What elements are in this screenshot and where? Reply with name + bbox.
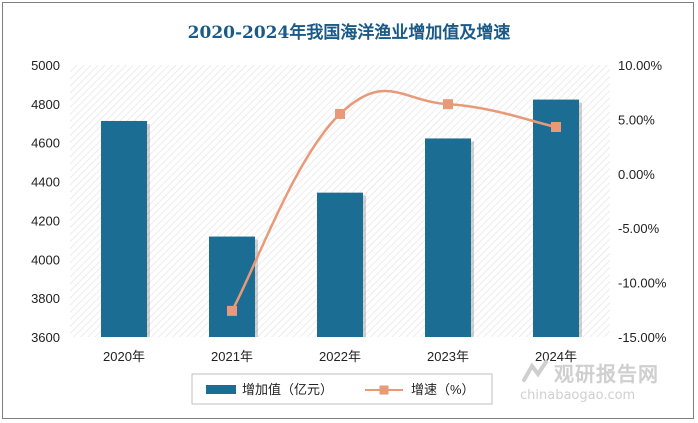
bar xyxy=(101,120,147,337)
right-axis: -15.00% -10.00% -5.00% 0.00% 5.00% 10.00% xyxy=(618,58,667,345)
bar xyxy=(209,236,255,337)
legend-item-line: 增速（%） xyxy=(365,382,475,397)
watermark-url: chinabaogao.com xyxy=(520,388,636,403)
line-marker xyxy=(227,305,237,316)
left-tick-label: 4600 xyxy=(31,136,60,151)
chart-title: 2020-2024年我国海洋渔业增加值及增速 xyxy=(188,22,511,43)
left-tick-label: 4200 xyxy=(31,213,60,228)
bar xyxy=(317,192,363,337)
category-axis: 2020年 2021年 2022年 2023年 2024年 xyxy=(103,349,577,364)
line-series xyxy=(227,89,561,316)
legend-label-line: 增速（%） xyxy=(411,382,475,397)
left-tick-label: 4000 xyxy=(31,252,60,267)
legend-box xyxy=(191,373,493,405)
legend-marker-line xyxy=(379,385,389,395)
watermark: 观研报告网 chinabaogao.com xyxy=(520,358,690,408)
category-label: 2021年 xyxy=(211,349,253,364)
right-tick-label: 0.00% xyxy=(618,167,655,182)
growth-line xyxy=(230,89,557,312)
legend-item-bar: 增加值（亿元） xyxy=(206,382,333,397)
line-marker xyxy=(335,108,345,119)
line-marker xyxy=(443,99,453,110)
left-tick-label: 4800 xyxy=(31,97,60,112)
bar-series xyxy=(101,99,582,337)
right-tick-label: -5.00% xyxy=(618,221,660,236)
bar xyxy=(425,138,471,337)
left-tick-label: 5000 xyxy=(31,58,60,73)
right-tick-label: -10.00% xyxy=(618,276,667,291)
right-tick-label: 5.00% xyxy=(618,112,655,127)
line-marker xyxy=(551,122,561,133)
category-label: 2023年 xyxy=(427,349,469,364)
category-label: 2020年 xyxy=(103,349,145,364)
left-tick-label: 4400 xyxy=(31,175,60,190)
watermark-text: 观研报告网 xyxy=(554,362,659,386)
right-tick-label: -15.00% xyxy=(618,330,667,345)
legend-label-bar: 增加值（亿元） xyxy=(242,382,333,397)
watermark-logo-icon xyxy=(522,360,548,382)
right-tick-label: 10.00% xyxy=(618,58,663,73)
category-label: 2022年 xyxy=(319,349,361,364)
legend-swatch-bar xyxy=(206,385,236,394)
left-tick-label: 3800 xyxy=(31,291,60,306)
left-axis: 3600 3800 4000 4200 4400 4600 4800 5000 xyxy=(31,58,60,345)
bar xyxy=(533,99,579,337)
left-tick-label: 3600 xyxy=(31,330,60,345)
